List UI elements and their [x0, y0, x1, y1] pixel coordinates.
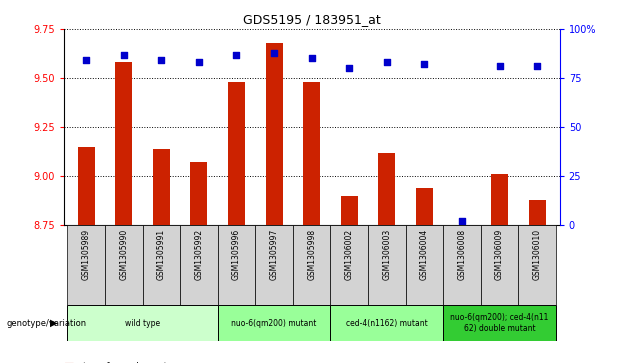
FancyBboxPatch shape [368, 225, 406, 305]
Text: genotype/variation: genotype/variation [6, 319, 86, 327]
Bar [228, 82, 245, 225]
FancyBboxPatch shape [443, 305, 556, 341]
Text: GSM1306002: GSM1306002 [345, 229, 354, 280]
Title: GDS5195 / 183951_at: GDS5195 / 183951_at [243, 13, 380, 26]
Point [344, 65, 354, 71]
FancyBboxPatch shape [406, 225, 443, 305]
FancyBboxPatch shape [481, 225, 518, 305]
Text: nuo-6(qm200); ced-4(n11
62) double mutant: nuo-6(qm200); ced-4(n11 62) double mutan… [450, 313, 549, 333]
Bar [115, 62, 132, 225]
FancyBboxPatch shape [518, 225, 556, 305]
Bar [153, 148, 170, 225]
Text: GSM1306009: GSM1306009 [495, 229, 504, 280]
Point [232, 52, 242, 57]
FancyBboxPatch shape [218, 225, 255, 305]
Text: GSM1306010: GSM1306010 [532, 229, 542, 280]
Point [194, 60, 204, 65]
Text: GSM1305998: GSM1305998 [307, 229, 316, 280]
Point [156, 57, 167, 63]
Bar [491, 174, 508, 225]
Text: GSM1305991: GSM1305991 [157, 229, 166, 280]
Text: GSM1305997: GSM1305997 [270, 229, 279, 280]
Bar [341, 196, 357, 225]
Bar [78, 147, 95, 225]
Text: GSM1305990: GSM1305990 [119, 229, 128, 280]
FancyBboxPatch shape [218, 305, 331, 341]
Text: GSM1306008: GSM1306008 [457, 229, 466, 280]
FancyBboxPatch shape [142, 225, 180, 305]
Bar [416, 188, 433, 225]
FancyBboxPatch shape [255, 225, 293, 305]
Text: GSM1306004: GSM1306004 [420, 229, 429, 280]
Text: GSM1306003: GSM1306003 [382, 229, 391, 280]
Point [81, 57, 91, 63]
Text: GSM1305989: GSM1305989 [81, 229, 91, 280]
FancyBboxPatch shape [293, 225, 331, 305]
FancyBboxPatch shape [105, 225, 142, 305]
Text: ■: ■ [64, 362, 74, 363]
Point [532, 64, 543, 69]
Text: ▶: ▶ [50, 318, 57, 328]
Point [382, 60, 392, 65]
FancyBboxPatch shape [180, 225, 218, 305]
Point [269, 50, 279, 56]
Bar [266, 43, 282, 225]
Text: ced-4(n1162) mutant: ced-4(n1162) mutant [346, 319, 427, 327]
FancyBboxPatch shape [331, 305, 443, 341]
Text: wild type: wild type [125, 319, 160, 327]
FancyBboxPatch shape [67, 225, 105, 305]
Point [494, 64, 504, 69]
Text: transformed count: transformed count [83, 362, 167, 363]
Bar [303, 82, 320, 225]
FancyBboxPatch shape [443, 225, 481, 305]
Point [119, 52, 129, 57]
Text: GSM1305992: GSM1305992 [195, 229, 204, 280]
Bar [190, 162, 207, 225]
Point [307, 56, 317, 61]
Bar [529, 200, 546, 225]
FancyBboxPatch shape [67, 305, 218, 341]
Point [457, 218, 467, 224]
Text: GSM1305996: GSM1305996 [232, 229, 241, 280]
Text: nuo-6(qm200) mutant: nuo-6(qm200) mutant [232, 319, 317, 327]
Point [419, 61, 429, 67]
Bar [378, 152, 395, 225]
FancyBboxPatch shape [331, 225, 368, 305]
